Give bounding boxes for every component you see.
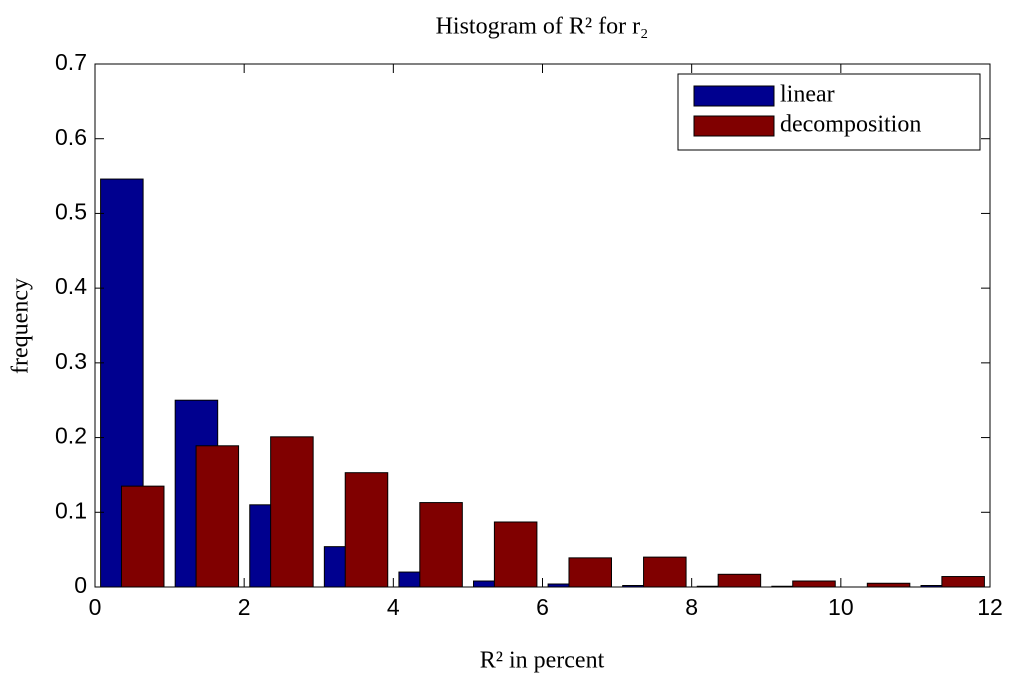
y-tick-label: 0.3 xyxy=(55,348,87,374)
bar xyxy=(792,580,836,588)
bar xyxy=(120,485,165,588)
x-tick-label: 12 xyxy=(977,594,1003,620)
x-tick-label: 4 xyxy=(387,594,400,620)
y-tick-label: 0.5 xyxy=(55,199,87,225)
y-tick-label: 0.6 xyxy=(55,124,87,150)
x-tick-label: 6 xyxy=(536,594,549,620)
bar xyxy=(866,582,911,588)
y-tick-label: 0.7 xyxy=(55,49,87,75)
x-tick-label: 2 xyxy=(238,594,251,620)
bar xyxy=(568,557,612,588)
legend-label: decomposition xyxy=(780,112,921,138)
bar xyxy=(344,472,389,588)
bar xyxy=(717,573,762,588)
bar xyxy=(195,445,240,588)
chart-title: Histogram of R² for r₂ xyxy=(436,14,649,40)
y-tick-label: 0.4 xyxy=(55,273,87,299)
y-tick-label: 0.1 xyxy=(55,497,87,523)
legend-swatch xyxy=(693,85,775,107)
bar xyxy=(493,521,538,588)
y-axis-label: frequency xyxy=(8,278,34,374)
bar xyxy=(941,576,985,588)
x-axis-label: R² in percent xyxy=(480,648,605,674)
legend-label: linear xyxy=(780,82,835,108)
bar xyxy=(643,556,687,588)
y-tick-label: 0 xyxy=(74,572,87,598)
x-tick-label: 10 xyxy=(828,594,854,620)
x-tick-label: 0 xyxy=(89,594,102,620)
legend-swatch xyxy=(693,115,775,137)
x-tick-label: 8 xyxy=(685,594,698,620)
bar xyxy=(419,502,463,588)
y-tick-label: 0.2 xyxy=(55,423,87,449)
bar xyxy=(270,436,314,588)
